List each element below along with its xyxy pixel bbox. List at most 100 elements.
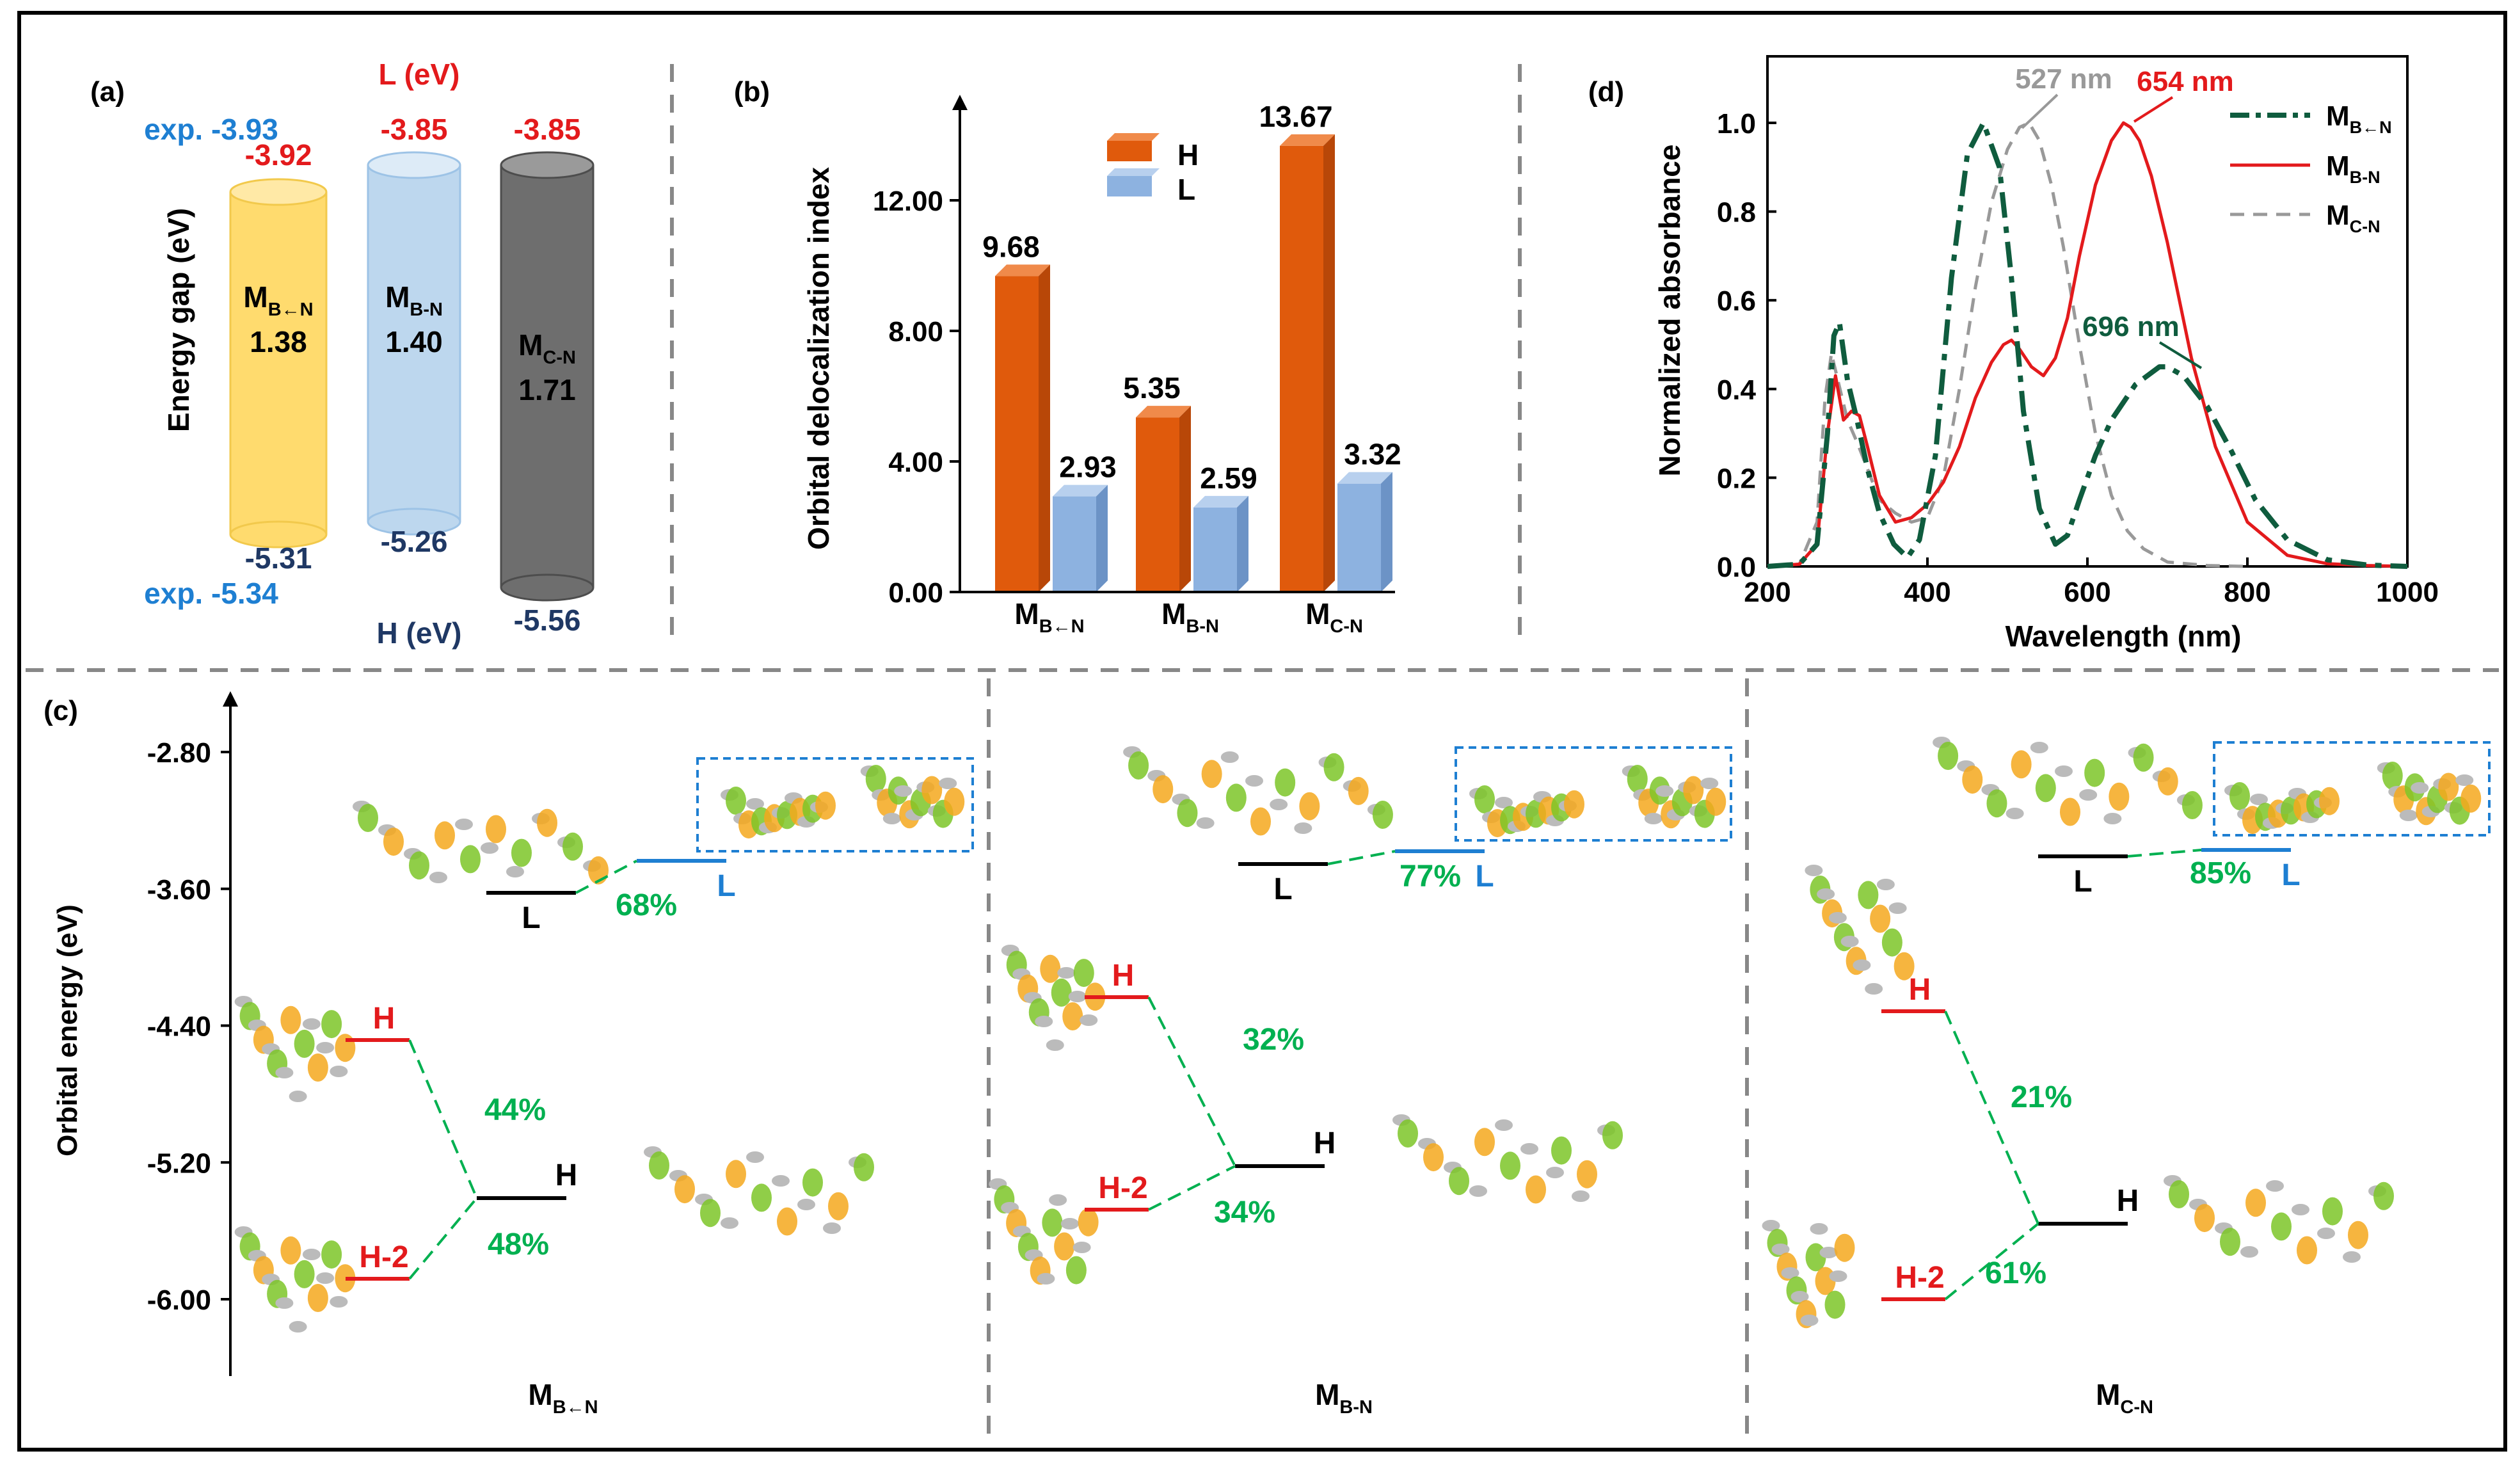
orbital-lobe [2319,787,2340,815]
orbital-lobe [1398,1119,1418,1148]
y-tick-label-c: -6.00 [147,1285,211,1316]
bar-value-label: 5.35 [1123,371,1181,404]
orbital-lobe [409,851,429,880]
atom [2317,1228,2335,1239]
orbital-lobe [1372,801,1393,829]
connector-h [1944,1011,2039,1224]
legend-label-h: H [1177,138,1199,172]
panel-b: (b) Orbital delocalization index 0.00 4.00 8… [734,76,1401,637]
atom [455,819,473,830]
bar-value-label: 3.32 [1344,438,1401,471]
orbital-lobe [1250,807,1271,836]
orbital-lobe [1824,1290,1846,1319]
cylinder-bottom [367,508,461,536]
homo-value: -5.31 [245,541,312,575]
panel-a: (a) L (eV) H (eV) Energy gap (eV) exp. -3.93… [90,58,594,650]
orbital-lobe [674,1175,695,1204]
orbital-lobe [1551,1136,1572,1165]
panel-label-d: (d) [1588,76,1624,108]
atom [1840,936,1859,947]
cylinder-body [230,192,326,534]
ylabel-b: Orbital delocalization index [802,167,835,550]
ylabel-c: Orbital energy (eV) [52,904,83,1157]
atom [316,1042,335,1053]
level-label-h-black: H [1314,1126,1336,1160]
orbital-lobe [726,787,746,815]
orbital-lobe [854,1153,874,1181]
bar-top-h [1280,134,1335,146]
orbital-lobe [1894,952,1915,981]
atom [1771,1244,1790,1255]
y-tick-label-d: 0.8 [1717,197,1756,228]
atom [1196,817,1215,829]
atom [289,1321,307,1333]
pct-l: 85% [2190,856,2251,890]
cylinder-molecule-label: MB←N [243,280,313,320]
atom [1037,1273,1055,1285]
level-label-h2-red: H-2 [1098,1171,1147,1205]
orbital-lobe [1602,1121,1623,1149]
orbital-lobe [1858,881,1879,909]
atom [1220,751,1239,763]
series-line-B←N [1767,120,2408,569]
bar-l [1193,507,1237,592]
series-line-C-N [1767,121,2248,568]
orbital-lobe [1042,1208,1063,1237]
connector-l [1327,850,1396,865]
bar-side-h [1179,406,1191,592]
atom [772,1175,790,1187]
atom [330,1296,348,1308]
atom [1057,967,1076,979]
orbital-lobe [537,808,557,837]
orbital-lobe [2382,762,2403,790]
cylinder-top [500,151,594,179]
cylinder-top [367,151,461,179]
level-label-h2-red: H-2 [359,1240,408,1274]
legend-swatch-l-top [1107,168,1160,176]
orbital-lobe [2322,1197,2343,1226]
orbital-lobe [1201,760,1222,789]
orbital-lobe [1938,742,1959,770]
bar-top-l [1337,472,1392,484]
orbital-lobe [1881,928,1902,957]
y-tick-label-d: 0.2 [1717,463,1756,494]
annotation-696: 696 nm [2082,311,2180,342]
atom [1073,1242,1091,1253]
orbital-lobe [335,1264,356,1293]
bar-l [1337,483,1381,592]
orbital-lobe [1051,978,1072,1007]
orbital-lobe [2271,1212,2292,1241]
atom [1520,1143,1538,1155]
group-label-c: MB←N [528,1378,598,1418]
level-label-l-black: L [2073,865,2092,899]
level-label-h-black: H [555,1158,578,1192]
outer-frame [17,11,2507,1452]
homo-value: -5.56 [514,604,581,637]
connector-h2 [1148,1165,1236,1211]
atom [289,1091,307,1102]
y-tick-label-c: -3.60 [147,874,211,906]
orbital-lobe [1526,1175,1546,1204]
atom [1762,1220,1780,1231]
bar-h [995,276,1039,592]
cylinder-top [229,178,328,206]
legend-swatch-h [1107,141,1152,161]
l-header: L (eV) [379,58,460,91]
orbital-lobe [2460,784,2482,813]
bar-l [1053,496,1096,592]
acceptor-orbital-image [1469,785,1584,838]
orbital-lobe [2245,1189,2266,1217]
atom [2250,794,2268,805]
orbital-lobe [1423,1143,1444,1172]
orbital-lobe [2194,1204,2215,1233]
y-tick-label-b: 4.00 [888,447,943,478]
orbital-lobe [751,1183,772,1212]
x-tick-label-d: 400 [1904,577,1950,608]
orbital-lobe [460,845,481,874]
orbital-lobe [2181,791,2203,819]
homo-donor-orbital-image [1805,865,1915,995]
orbital-lobe [2060,797,2080,826]
atom [1060,1218,1079,1229]
level-label-h-red: H [1909,973,1931,1007]
orbital-lobe [321,1240,342,1269]
